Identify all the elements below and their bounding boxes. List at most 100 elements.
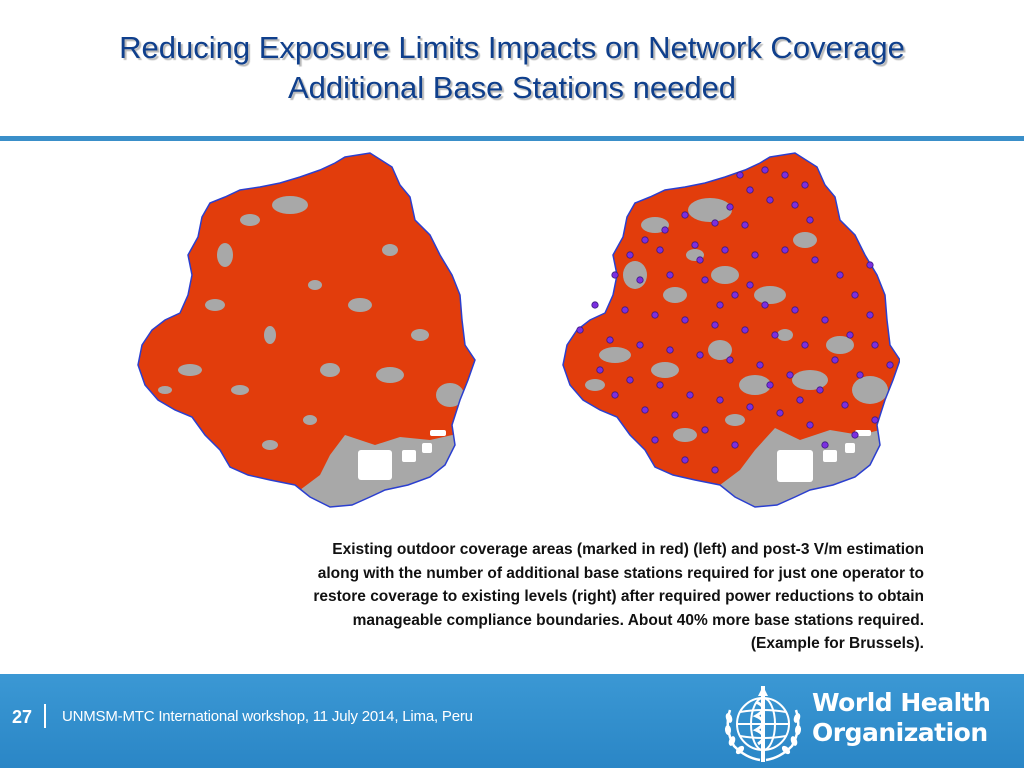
- base-station-marker: [776, 409, 784, 417]
- page-number: 27: [12, 707, 33, 727]
- base-station-marker: [766, 196, 774, 204]
- base-station-marker: [806, 421, 814, 429]
- base-station-marker: [746, 186, 754, 194]
- base-station-marker: [866, 311, 874, 319]
- base-station-marker: [611, 391, 619, 399]
- base-station-marker: [796, 396, 804, 404]
- base-station-marker: [696, 351, 704, 359]
- base-station-marker: [611, 271, 619, 279]
- base-station-marker: [661, 226, 669, 234]
- base-station-marker: [726, 356, 734, 364]
- caption-line: manageable compliance boundaries. About …: [352, 611, 924, 629]
- base-station-marker: [746, 281, 754, 289]
- base-station-marker: [681, 211, 689, 219]
- base-station-marker: [741, 326, 749, 334]
- event-text: UNMSM-MTC International workshop, 11 Jul…: [62, 708, 473, 725]
- base-station-marker: [846, 331, 854, 339]
- base-station-marker: [851, 291, 859, 299]
- base-station-marker: [871, 416, 879, 424]
- base-station-marker: [711, 219, 719, 227]
- base-station-marker: [576, 326, 584, 334]
- slide-title: Reducing Exposure Limits Impacts on Netw…: [0, 28, 1024, 108]
- base-station-marker: [851, 431, 859, 439]
- base-station-marker: [641, 236, 649, 244]
- caption-line: along with the number of additional base…: [317, 564, 924, 582]
- base-station-marker: [651, 311, 659, 319]
- base-station-marker: [856, 371, 864, 379]
- base-station-marker: [681, 456, 689, 464]
- figure-caption: Existing outdoor coverage areas (marked …: [120, 538, 924, 656]
- caption-line: restore coverage to existing levels (rig…: [313, 588, 924, 605]
- base-station-marker: [701, 426, 709, 434]
- base-station-marker: [801, 341, 809, 349]
- left-coverage-map: [137, 152, 476, 508]
- base-station-markers: [576, 166, 894, 474]
- base-station-marker: [781, 246, 789, 254]
- base-station-marker: [621, 306, 629, 314]
- base-station-marker: [666, 346, 674, 354]
- who-emblem-icon: [724, 686, 802, 762]
- base-station-marker: [671, 411, 679, 419]
- base-station-marker: [596, 366, 604, 374]
- base-station-marker: [821, 316, 829, 324]
- base-station-marker: [841, 401, 849, 409]
- footer-divider: [44, 704, 46, 728]
- base-station-marker: [656, 381, 664, 389]
- base-station-marker: [756, 361, 764, 369]
- base-station-marker: [821, 441, 829, 449]
- slide-title-line1: Reducing Exposure Limits Impacts on Netw…: [119, 30, 905, 65]
- who-organization-name: World Health Organization: [812, 688, 991, 748]
- base-station-marker: [766, 381, 774, 389]
- slide-footer: 27 UNMSM-MTC International workshop, 11 …: [0, 674, 1024, 768]
- base-station-marker: [636, 341, 644, 349]
- base-station-marker: [711, 466, 719, 474]
- base-station-marker: [886, 361, 894, 369]
- base-station-marker: [681, 316, 689, 324]
- base-station-marker: [741, 221, 749, 229]
- base-station-marker: [801, 181, 809, 189]
- who-name-line1: World Health: [812, 688, 991, 717]
- base-station-marker: [726, 203, 734, 211]
- base-station-marker: [786, 371, 794, 379]
- base-station-marker: [641, 406, 649, 414]
- base-station-marker: [656, 246, 664, 254]
- caption-line: Existing outdoor coverage areas (marked …: [332, 541, 924, 558]
- base-station-marker: [761, 166, 769, 174]
- base-station-marker: [716, 301, 724, 309]
- base-station-marker: [686, 391, 694, 399]
- base-station-marker: [811, 256, 819, 264]
- base-station-marker: [751, 251, 759, 259]
- base-station-marker: [721, 246, 729, 254]
- base-station-marker: [666, 271, 674, 279]
- caption-line: (Example for Brussels).: [750, 635, 924, 652]
- base-station-marker: [731, 291, 739, 299]
- base-station-marker: [711, 321, 719, 329]
- base-station-marker: [701, 276, 709, 284]
- base-station-marker: [761, 301, 769, 309]
- base-station-marker: [651, 436, 659, 444]
- base-station-marker: [716, 396, 724, 404]
- base-station-marker: [731, 441, 739, 449]
- base-station-marker: [816, 386, 824, 394]
- base-station-marker: [696, 256, 704, 264]
- base-station-marker: [871, 341, 879, 349]
- base-station-marker: [691, 241, 699, 249]
- base-station-marker: [806, 216, 814, 224]
- base-station-marker: [831, 356, 839, 364]
- base-station-marker: [636, 276, 644, 284]
- title-divider: [0, 136, 1024, 141]
- base-station-marker: [791, 201, 799, 209]
- right-coverage-map: [562, 152, 900, 508]
- base-station-marker: [606, 336, 614, 344]
- who-name-line2: Organization: [812, 718, 988, 747]
- slide-title-line2: Additional Base Stations needed: [287, 70, 737, 105]
- base-station-marker: [791, 306, 799, 314]
- base-station-marker: [771, 331, 779, 339]
- base-station-marker: [866, 261, 874, 269]
- base-station-marker: [836, 271, 844, 279]
- base-station-marker: [781, 171, 789, 179]
- base-station-marker: [746, 403, 754, 411]
- base-station-marker: [736, 171, 744, 179]
- base-station-marker: [591, 301, 599, 309]
- base-station-marker: [626, 251, 634, 259]
